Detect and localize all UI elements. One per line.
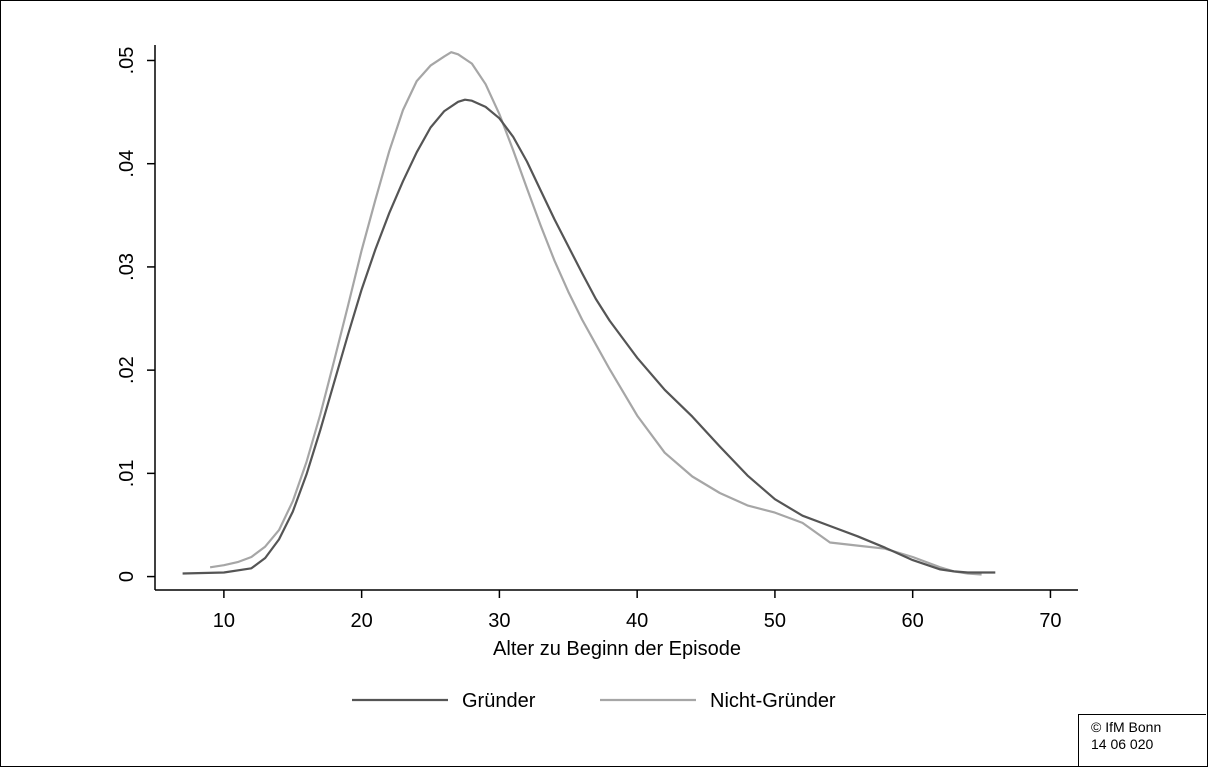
series-line-1 [182, 98, 996, 575]
y-tick-label: .03 [116, 253, 138, 281]
x-axis: 10 20 30 40 50 60 70 [155, 589, 1078, 632]
credit-line-1: © IfM Bonn [1091, 719, 1162, 735]
series-layer [182, 51, 996, 576]
x-tick-label: 40 [626, 610, 648, 632]
legend: Gründer Nicht-Gründer [352, 690, 836, 712]
copyright-credit: © IfM Bonn 14 06 020 [1078, 714, 1206, 766]
x-tick-label: 60 [902, 610, 924, 632]
x-tick-label: 50 [764, 610, 786, 632]
x-tick-label: 30 [488, 610, 510, 632]
y-tick-label: 0 [116, 571, 138, 582]
x-tick-label: 70 [1039, 610, 1061, 632]
x-tick-label: 20 [351, 610, 373, 632]
x-axis-title: Alter zu Beginn der Episode [493, 638, 741, 660]
y-tick-label: .04 [116, 150, 138, 178]
series-line-2 [209, 51, 982, 576]
legend-label-1: Gründer [462, 690, 536, 712]
y-tick-label: .05 [116, 47, 138, 75]
y-tick-label: .01 [116, 459, 138, 487]
y-tick-label: .02 [116, 356, 138, 384]
credit-line-2: 14 06 020 [1091, 736, 1154, 752]
x-tick-label: 10 [213, 610, 235, 632]
y-axis: 0 .01 .02 .03 .04 .05 [116, 45, 156, 590]
legend-label-2: Nicht-Gründer [710, 690, 836, 712]
